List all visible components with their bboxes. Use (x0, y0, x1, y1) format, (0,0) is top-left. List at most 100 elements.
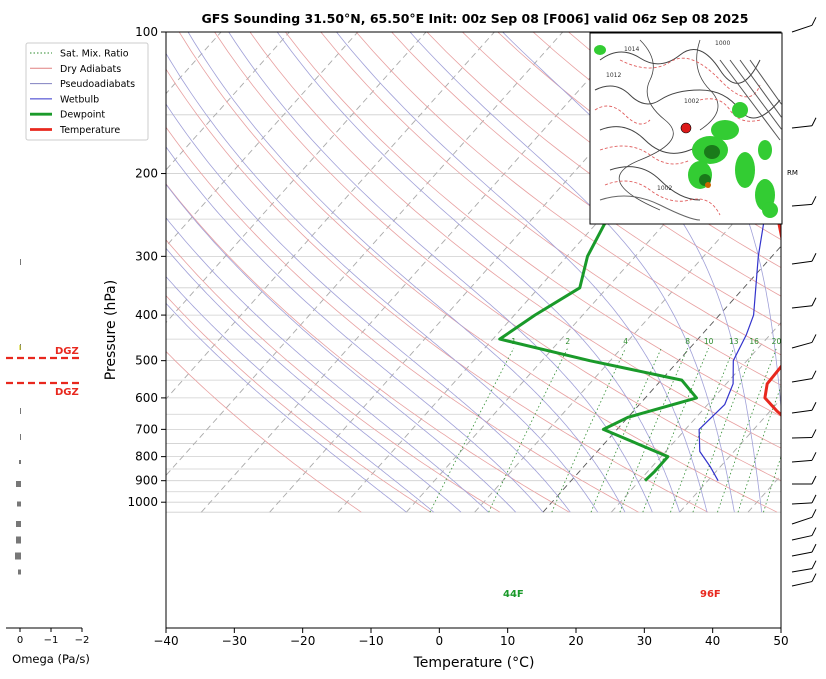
isotherm-line (166, 32, 427, 324)
wind-barb (791, 551, 813, 557)
omega-bar (19, 460, 21, 464)
mixing-ratio-label: 2 (565, 337, 570, 346)
omega-bar (16, 481, 21, 487)
dgz-label: DGZ (55, 346, 79, 357)
wind-barb (791, 516, 813, 525)
dry-adiabat (166, 183, 570, 513)
pseudoadiabat (228, 32, 653, 513)
wind-barb (791, 305, 813, 309)
mixing-ratio-label: 13 (729, 337, 739, 346)
pseudoadiabat (166, 183, 516, 513)
x-tick-label: −10 (358, 634, 383, 648)
mixing-ratio-label: 30 (813, 337, 823, 346)
wind-barb-flag (811, 509, 817, 518)
mixing-ratio-line (785, 348, 826, 512)
mixing-ratio-label: 10 (704, 337, 714, 346)
mixing-ratio-label: 16 (749, 337, 759, 346)
wind-barb (791, 341, 813, 349)
x-tick-label: −40 (153, 634, 178, 648)
omega-bar (20, 259, 21, 265)
x-tick-label: 50 (773, 634, 788, 648)
pseudoadiabat (502, 32, 763, 513)
dry-adiabat (249, 32, 781, 449)
legend-label: Wetbulb (60, 94, 99, 105)
mixing-ratio-label: 8 (685, 337, 690, 346)
wind-barb-flag (811, 543, 817, 553)
wind-barb-flag (811, 560, 817, 569)
wind-barb (791, 24, 813, 33)
y-tick-label: 700 (135, 422, 158, 436)
wind-barb (791, 436, 813, 439)
legend-label: Pseudoadiabats (60, 79, 135, 90)
mixing-ratio-label: 24 (790, 337, 800, 346)
surface-temp-label: 96F (700, 589, 721, 600)
wind-barb (791, 535, 813, 541)
legend-label: Sat. Mix. Ratio (60, 49, 129, 60)
dry-adiabat (166, 126, 639, 513)
wind-barb-flag (811, 527, 817, 536)
wind-barb-flag (811, 252, 817, 262)
omega-bar (16, 536, 21, 544)
map-label: RM (787, 169, 798, 177)
legend-box (25, 42, 149, 141)
dry-adiabat (816, 32, 826, 512)
pseudoadiabat (187, 32, 626, 513)
x-tick-label: 10 (500, 634, 515, 648)
map-isobar-label: 1012 (606, 72, 621, 79)
omega-tick-label: −2 (75, 635, 90, 646)
omega-bar (20, 408, 21, 414)
omega-bar (20, 434, 21, 440)
axes-layer: −40 −30 −20 −10 0 10 20 30 40 50 100 200 300 400 500 60… (127, 25, 788, 648)
dry-adiabat (178, 32, 778, 513)
isotherm-line (201, 32, 632, 513)
isotherm-line (0, 32, 16, 512)
x-tick-label: 30 (637, 634, 652, 648)
pseudoadiabat (409, 32, 735, 513)
plot-frame (165, 31, 782, 629)
map-isobar-label: 1014 (624, 46, 639, 53)
map-isobar-label: 1002 (657, 185, 672, 192)
x-tick-label: 40 (705, 634, 720, 648)
mixing-ratio-line (670, 347, 735, 513)
mixing-ratio-label: 4 (623, 337, 628, 346)
map-isobar-label: 1000 (715, 40, 730, 47)
dry-adiabat (780, 32, 781, 33)
legend-label: Temperature (59, 125, 120, 136)
wind-barb-flag (811, 494, 817, 504)
omega-bar (15, 552, 21, 560)
wind-barbs (791, 17, 817, 587)
wind-barb-flag (811, 452, 817, 461)
dry-adiabat (426, 32, 781, 297)
y-axis-label: Pressure (hPa) (103, 280, 119, 380)
legend: Sat. Mix. Ratio Dry Adiabats Pseudoadiabat… (25, 42, 149, 141)
dry-adiabat (497, 32, 781, 241)
legend-label: Dry Adiabats (60, 64, 121, 75)
wind-barb (791, 378, 813, 383)
isotherm-line (166, 32, 495, 400)
y-tick-label: 900 (135, 474, 158, 488)
x-tick-label: 20 (568, 634, 583, 648)
wind-barb-flag (811, 196, 817, 205)
x-tick-label: −20 (290, 634, 315, 648)
x-tick-label: 0 (436, 634, 444, 648)
omega-tick-label: −1 (44, 635, 59, 646)
wind-barb-flag (811, 297, 817, 307)
pseudoadiabat (166, 302, 407, 513)
wind-barb-flag (811, 17, 817, 26)
pseudoadiabat (276, 32, 681, 513)
omega-panel: 0 −1 −2 DGZ DGZ (6, 259, 89, 646)
pseudoadiabat (166, 103, 571, 513)
y-tick-label: 300 (135, 249, 158, 263)
y-tick-label: 400 (135, 308, 158, 322)
location-marker (680, 122, 692, 134)
y-tick-label: 1000 (127, 495, 158, 509)
omega-axis-label: Omega (Pa/s) (12, 652, 90, 666)
isotherm-line (542, 245, 781, 513)
pseudoadiabat (617, 32, 781, 412)
isotherm-line (269, 32, 700, 513)
y-tick-label: 200 (135, 167, 158, 181)
mixing-ratio-line (717, 347, 777, 513)
wind-barb (791, 260, 813, 265)
pseudoadiabat (166, 276, 434, 513)
dry-adiabat (166, 350, 362, 513)
